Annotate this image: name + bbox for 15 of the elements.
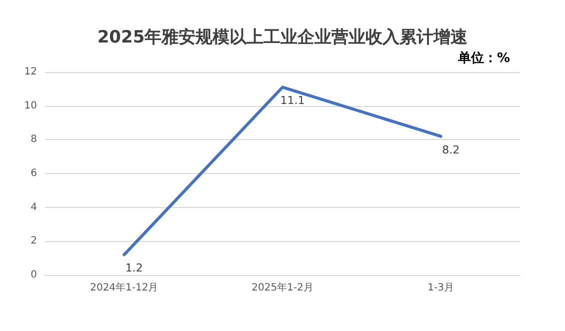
data-label: 1.2	[125, 262, 143, 275]
chart-title: 2025年雅安规模以上工业企业营业收入累计增速	[97, 28, 468, 48]
text: 单位：%	[456, 50, 510, 66]
y-tick-label: 6	[30, 168, 37, 179]
y-tick-label: 4	[30, 202, 37, 213]
x-tick-label: 2024年1-12月	[90, 282, 158, 294]
data-label: 11.1	[280, 94, 305, 108]
y-tick-label: 8	[30, 134, 37, 146]
y-tick-label: 12	[24, 66, 37, 78]
y-tick-label: 2	[30, 236, 37, 247]
y-tick-label: 0	[30, 270, 37, 280]
data-label: 8.2	[442, 143, 460, 156]
x-tick-label: 1-3月	[428, 282, 454, 294]
y-tick-label: 10	[24, 100, 37, 112]
x-tick-label: 2025年1-2月	[252, 282, 314, 294]
